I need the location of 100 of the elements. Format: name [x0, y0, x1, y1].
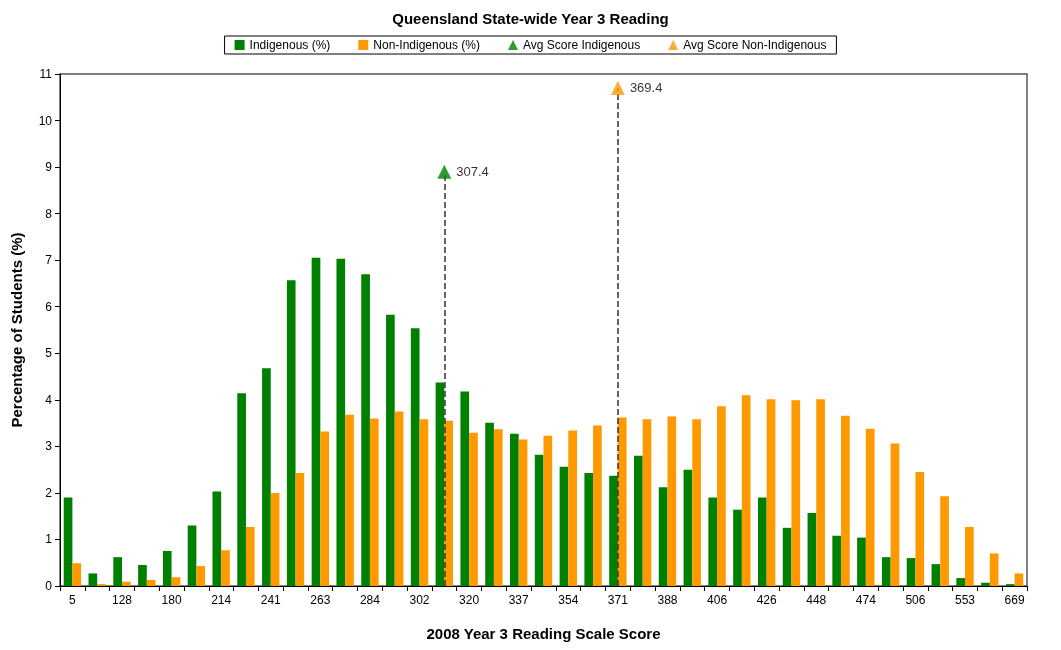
y-tick-label: 6	[45, 299, 53, 314]
y-tick-label: 2	[45, 485, 53, 500]
bar	[559, 466, 569, 586]
bar	[857, 537, 866, 586]
bar	[890, 443, 900, 586]
bar	[791, 400, 801, 586]
bar	[469, 432, 478, 586]
bar	[642, 419, 652, 586]
bar	[171, 577, 181, 586]
y-tick-label: 4	[45, 392, 53, 407]
x-tick-label: 241	[260, 593, 282, 607]
bar	[757, 497, 767, 586]
y-tick-label: 3	[45, 439, 53, 454]
bar	[584, 472, 594, 586]
x-tick-label: 669	[1004, 593, 1025, 607]
bar	[717, 406, 726, 586]
x-tick-label: 320	[459, 593, 480, 607]
bar	[212, 491, 222, 586]
bar	[262, 368, 271, 586]
x-tick-label: 474	[855, 593, 877, 607]
x-tick-label: 5	[69, 593, 77, 607]
x-tick-label: 448	[806, 593, 827, 607]
bar	[841, 415, 850, 586]
x-axis-title: 2008 Year 3 Reading Scale Score	[426, 625, 661, 642]
x-tick-label: 128	[111, 593, 133, 607]
bar	[658, 487, 668, 586]
bar	[510, 433, 519, 586]
x-tick-label: 180	[161, 593, 182, 607]
bar	[435, 382, 445, 586]
bar	[593, 425, 602, 586]
bar	[419, 419, 429, 586]
bar	[766, 399, 776, 586]
bar	[320, 431, 330, 586]
bar	[113, 557, 122, 586]
bar	[410, 328, 420, 586]
bar	[906, 558, 916, 586]
x-tick-label: 337	[508, 593, 530, 607]
bar	[311, 257, 321, 586]
bar	[634, 455, 643, 586]
bar	[807, 512, 817, 586]
bar	[138, 565, 147, 586]
chart-title: Queensland State-wide Year 3 Reading	[392, 10, 669, 27]
x-tick-label: 302	[409, 593, 430, 607]
bar	[245, 526, 255, 586]
bar	[386, 314, 395, 586]
bar	[816, 399, 825, 586]
bar	[493, 429, 503, 586]
y-axis-title: Percentage of Students (%)	[8, 232, 25, 428]
bar	[162, 551, 172, 586]
bar	[692, 419, 701, 586]
x-tick-label: 406	[707, 593, 728, 607]
y-tick-label: 8	[45, 206, 53, 221]
y-tick-label: 0	[45, 579, 53, 593]
y-tick-label: 9	[45, 160, 53, 175]
bar	[881, 557, 891, 586]
legend-label: Avg Score Indigenous	[523, 38, 641, 52]
bar	[1014, 573, 1024, 586]
bar	[981, 582, 990, 586]
bar	[394, 411, 404, 586]
bar	[270, 492, 280, 586]
bar	[931, 564, 941, 586]
legend-label: Non-Indigenous (%)	[373, 38, 481, 52]
x-tick-label: 371	[607, 593, 629, 607]
y-tick-label: 5	[45, 346, 53, 361]
bar	[989, 553, 999, 586]
bar	[345, 414, 354, 586]
annotation: 307.4	[456, 164, 489, 180]
x-tick-label: 388	[657, 593, 678, 607]
bar	[121, 581, 131, 586]
y-tick-label: 11	[39, 67, 53, 81]
bar	[609, 475, 618, 586]
x-tick-label: 284	[359, 593, 381, 607]
bar	[286, 280, 296, 586]
bar	[683, 469, 693, 586]
bar	[88, 573, 98, 586]
bar	[956, 578, 966, 586]
bar	[196, 565, 206, 586]
x-tick-label: 354	[558, 593, 579, 607]
bar	[568, 430, 577, 586]
bar	[146, 579, 156, 586]
bar	[336, 258, 346, 586]
bar	[237, 393, 246, 586]
bar	[915, 471, 925, 586]
bar	[708, 497, 718, 586]
bar	[460, 391, 470, 586]
bar	[485, 422, 494, 586]
bar	[832, 535, 842, 586]
bar	[617, 417, 627, 586]
y-tick-label: 7	[45, 253, 53, 268]
bar	[667, 416, 677, 586]
bar	[534, 454, 544, 586]
bar	[295, 472, 305, 586]
bar	[361, 274, 370, 586]
bar	[518, 439, 528, 586]
annotation: 369.4	[629, 80, 663, 96]
bar	[221, 550, 230, 586]
legend-label: Avg Score Non-Indigenous	[683, 38, 827, 52]
bar	[63, 497, 73, 586]
bar	[72, 563, 82, 586]
x-tick-label: 506	[905, 593, 926, 607]
